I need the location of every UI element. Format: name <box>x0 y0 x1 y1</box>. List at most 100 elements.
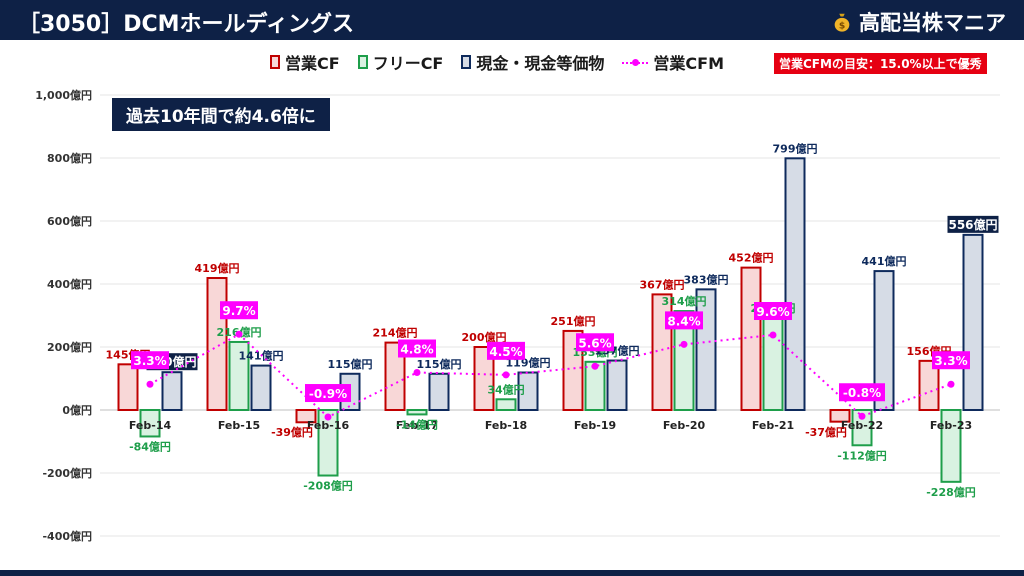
x-tick-label: Feb-14 <box>129 419 172 432</box>
y-tick-label: 600億円 <box>47 214 92 228</box>
legend-label-cash: 現金・現金等価物 <box>476 54 605 73</box>
bar-data-label: 34億円 <box>487 382 524 396</box>
bar-series-2 <box>517 371 539 412</box>
legend-swatch-cfm <box>622 55 649 69</box>
x-tick-label: Feb-19 <box>574 419 616 432</box>
bar-data-label: 383億円 <box>684 272 729 286</box>
bar-series-0 <box>295 409 317 424</box>
legend-item-cfm: 営業CFM <box>622 50 724 74</box>
legend-item-free-cf: フリーCF <box>357 50 444 74</box>
growth-callout: 過去10年間で約4.6倍に <box>112 98 330 131</box>
cfm-point <box>413 369 421 377</box>
bar-series-1 <box>495 398 517 412</box>
cfm-data-label: 4.5% <box>489 345 522 359</box>
brand-logo: $ 高配当株マニア <box>831 7 1006 37</box>
bar-series-2 <box>962 233 984 411</box>
bar-series-1 <box>584 360 606 411</box>
cfm-point <box>324 413 332 421</box>
cfm-point <box>502 371 510 379</box>
cfm-point <box>146 380 154 388</box>
y-tick-label: -400億円 <box>42 529 92 543</box>
x-tick-label: Feb-20 <box>663 419 706 432</box>
cfm-data-label: 9.6% <box>756 305 789 319</box>
bar-series-2 <box>784 157 806 411</box>
svg-text:$: $ <box>839 20 845 31</box>
bar-series-1 <box>851 409 873 447</box>
legend-label-operating-cf: 営業CF <box>285 54 340 73</box>
x-tick-label: Feb-17 <box>396 419 438 432</box>
cfm-label-bg <box>839 383 885 402</box>
cfm-label-bg <box>131 351 169 370</box>
cfm-point <box>947 380 955 388</box>
legend-label-free-cf: フリーCF <box>372 54 444 73</box>
y-tick-label: 400億円 <box>47 277 92 291</box>
bar-series-0 <box>206 277 228 412</box>
cfm-data-label: 3.3% <box>934 354 967 368</box>
legend-swatch-cash <box>461 55 472 69</box>
header-bar: ［3050］DCMホールディングス $ 高配当株マニア <box>0 0 1024 40</box>
legend-item-operating-cf: 営業CF <box>270 50 340 74</box>
x-tick-label: Feb-21 <box>752 419 794 432</box>
y-tick-label: 1,000億円 <box>35 88 92 102</box>
cfm-label-bg <box>754 302 792 321</box>
chart-legend: 営業CF フリーCF 現金・現金等価物 営業CFM <box>270 50 724 74</box>
cfm-data-label: 8.4% <box>667 314 700 328</box>
legend-label-cfm: 営業CFM <box>653 54 724 73</box>
bar-series-0 <box>384 341 406 411</box>
cfm-data-label: -0.8% <box>843 386 881 400</box>
bar-series-1 <box>673 310 695 411</box>
money-bag-icon: $ <box>834 13 850 32</box>
brand-name: 高配当株マニア <box>859 11 1006 35</box>
bar-series-0 <box>740 266 762 411</box>
bar-series-2 <box>428 372 450 411</box>
cfm-guideline-note: 営業CFMの目安：15.0%以上で優秀 <box>774 53 987 74</box>
cfm-label-bg <box>576 333 614 352</box>
bar-data-label: -228億円 <box>926 485 976 499</box>
cfm-point <box>858 412 866 420</box>
bar-data-label: 115億円 <box>417 357 462 371</box>
cfm-data-label: 5.6% <box>578 336 611 350</box>
cfm-data-label: 9.7% <box>222 304 255 318</box>
y-tick-label: 800億円 <box>47 151 92 165</box>
bar-series-0 <box>829 409 851 423</box>
bar-series-1 <box>406 409 428 416</box>
highlight-label-bg <box>947 215 999 233</box>
x-tick-label: Feb-16 <box>307 419 350 432</box>
bar-data-label: -39億円 <box>271 425 313 439</box>
page-title: ［3050］DCMホールディングス <box>18 12 354 37</box>
bar-data-label: -112億円 <box>837 448 887 462</box>
cfm-label-bg <box>665 311 703 330</box>
footer-bar <box>0 570 1024 576</box>
cfm-label-bg <box>398 339 436 358</box>
bar-data-label: 441億円 <box>862 254 907 268</box>
bar-series-1 <box>940 409 962 483</box>
bar-series-0 <box>117 363 139 412</box>
legend-swatch-free-cf <box>357 55 368 69</box>
bar-series-2 <box>606 359 628 412</box>
legend-swatch-operating-cf <box>270 55 280 69</box>
bar-series-1 <box>317 409 339 477</box>
bar-data-label: -208億円 <box>303 479 353 493</box>
bar-series-0 <box>473 346 495 411</box>
bar-series-1 <box>139 409 161 438</box>
bar-data-label: 799億円 <box>773 141 818 155</box>
bar-data-label: 115億円 <box>328 357 373 371</box>
cfm-data-label: 3.3% <box>133 354 166 368</box>
cfm-point <box>235 330 243 338</box>
bar-data-label: 314億円 <box>662 294 707 308</box>
legend-item-cash: 現金・現金等価物 <box>461 50 604 74</box>
bar-data-label: 419億円 <box>195 261 240 275</box>
y-tick-label: 0億円 <box>62 403 92 417</box>
bar-data-label: -84億円 <box>129 439 171 453</box>
bar-series-2 <box>873 270 895 411</box>
bar-series-0 <box>918 359 940 411</box>
x-tick-label: Feb-15 <box>218 419 260 432</box>
bar-series-2 <box>250 364 272 411</box>
cfm-data-label: 4.8% <box>400 343 433 357</box>
x-tick-label: Feb-22 <box>841 419 883 432</box>
cfm-label-bg <box>220 301 258 320</box>
bar-series-1 <box>228 340 250 411</box>
bar-data-label: -37億円 <box>805 425 847 439</box>
